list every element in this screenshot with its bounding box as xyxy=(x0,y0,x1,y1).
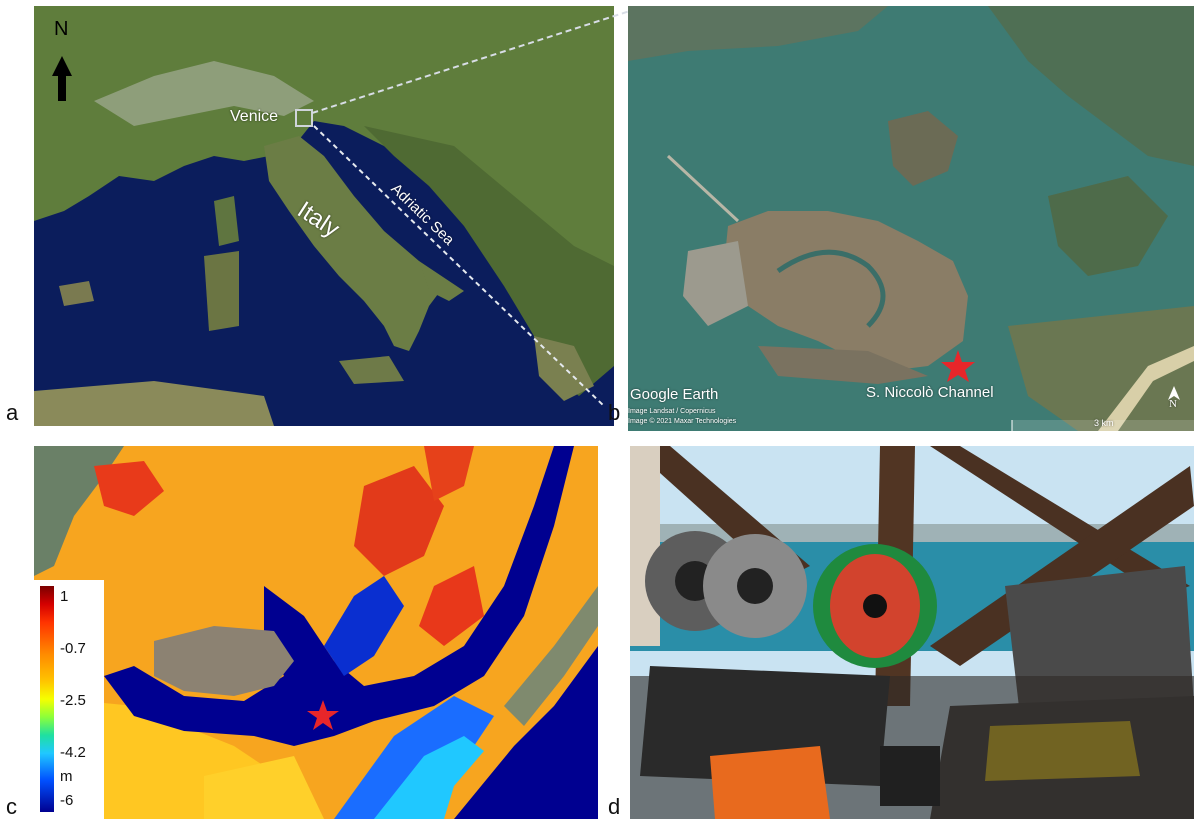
legend-tick-4: -4.2 xyxy=(60,744,86,761)
legend-tick-3: -2.5 xyxy=(60,692,86,709)
equipment-photo xyxy=(630,446,1194,819)
bathymetry-map: 1 -0.7 -2.5 -4.2 m -6 xyxy=(34,446,598,819)
panel-label-c: c xyxy=(6,794,17,819)
imagery-credit-1: Image Landsat / Copernicus xyxy=(628,408,716,415)
venice-satellite-view: S. Niccolò Channel Google Earth Image La… xyxy=(628,6,1194,431)
legend-tick-2: -0.7 xyxy=(60,640,86,657)
legend-unit: m xyxy=(60,768,73,785)
venice-label: Venice xyxy=(230,108,279,125)
italy-satellite-map: N Venice Italy Adriatic Sea xyxy=(34,6,614,426)
north-indicator-label: N xyxy=(1169,398,1177,410)
imagery-credit-2: Image © 2021 Maxar Technologies xyxy=(628,418,737,425)
panel-label-d: d xyxy=(608,794,621,819)
panel-label-b: b xyxy=(608,400,621,425)
depth-colorbar xyxy=(40,586,54,812)
channel-label: S. Niccolò Channel xyxy=(866,384,994,401)
google-earth-watermark: Google Earth xyxy=(630,386,719,403)
panel-label-a: a xyxy=(6,400,19,425)
legend-tick-1: 1 xyxy=(60,588,69,605)
north-label: N xyxy=(54,18,69,40)
depth-legend: 1 -0.7 -2.5 -4.2 m -6 xyxy=(34,580,104,819)
legend-tick-5: -6 xyxy=(60,792,74,809)
scale-bar-label: 3 km xyxy=(1094,418,1114,428)
